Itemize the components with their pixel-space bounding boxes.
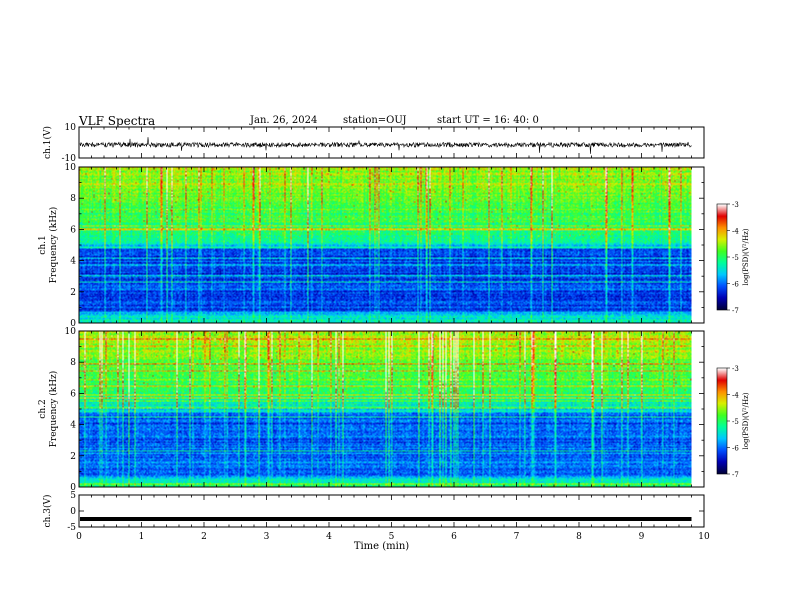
ch2-spectrogram-colorbar: -3 -4 -5 -6 -7 log(PSD)(V²/Hz)	[716, 365, 750, 479]
y-axis-label: Frequency (kHz)	[48, 207, 59, 284]
y-tick-label: 2	[70, 288, 76, 298]
colorbar-tick-label: -7	[732, 307, 739, 315]
x-tick-label: 4	[326, 532, 332, 542]
x-tick-label: 3	[264, 532, 270, 542]
x-axis-label: Time (min)	[354, 541, 409, 552]
x-tick-label: 6	[451, 532, 457, 542]
y-tick-label: 0	[70, 507, 76, 517]
y-tick-label: 8	[70, 194, 76, 204]
colorbar-tick-label: -3	[732, 365, 739, 373]
colorbar-image	[717, 368, 727, 474]
x-tick-label: 0	[76, 532, 82, 542]
figure-title: VLF Spectra	[79, 114, 156, 128]
ch1-waveform-trace	[79, 137, 692, 154]
y-tick-label: 10	[65, 163, 77, 173]
y-axis-label: Frequency (kHz)	[48, 371, 59, 448]
y-tick-label: -10	[62, 154, 77, 164]
y-axis-label: ch.2	[38, 399, 48, 418]
station-label: station=OUJ	[343, 115, 407, 126]
colorbar-image	[717, 204, 727, 310]
ch1-spectrogram-axes: 0 2 4 6 8 10 ch.1 Frequency (kHz)	[38, 163, 705, 329]
colorbar-tick-label: -7	[732, 471, 739, 479]
y-tick-label: 8	[70, 358, 76, 368]
start-time-label: start UT = 16: 40: 0	[437, 115, 539, 126]
x-tick-label: 5	[389, 532, 395, 542]
y-tick-label: 4	[70, 421, 76, 431]
y-tick-label: 0	[70, 319, 76, 329]
x-tick-label: 7	[514, 532, 520, 542]
y-tick-label: 6	[70, 389, 76, 399]
y-axis-label: ch.1(V)	[42, 126, 53, 159]
colorbar-tick-label: -6	[732, 281, 739, 289]
y-tick-label: 0	[70, 483, 76, 493]
x-tick-label: 2	[201, 532, 207, 542]
colorbar-label: log(PSD)(V²/Hz)	[742, 228, 750, 285]
colorbar-tick-label: -6	[732, 445, 739, 453]
colorbar-tick-label: -5	[732, 418, 739, 426]
y-tick-label: 6	[70, 225, 76, 235]
ch2-spectrogram-image	[79, 331, 692, 487]
colorbar-tick-label: -4	[732, 392, 739, 400]
y-tick-label: 2	[70, 452, 76, 462]
x-tick-label: 8	[576, 532, 582, 542]
ch2-spectrogram-axes: 0 2 4 6 8 10 ch.2 Frequency (kHz)	[38, 327, 705, 493]
x-tick-label: 1	[139, 532, 145, 542]
date-label: Jan. 26, 2024	[250, 115, 318, 126]
ch1-spectrogram-colorbar: -3 -4 -5 -6 -7 log(PSD)(V²/Hz)	[716, 201, 750, 315]
x-tick-label: 9	[639, 532, 645, 542]
colorbar-tick-label: -3	[732, 201, 739, 209]
y-axis-label: ch.3(V)	[42, 495, 53, 528]
y-tick-label: 10	[65, 123, 77, 133]
x-tick-label: 10	[698, 532, 710, 542]
ch1-waveform-axes: 10 -10 ch.1(V)	[42, 123, 705, 164]
y-tick-label: 4	[70, 257, 76, 267]
y-tick-label: -5	[67, 523, 76, 533]
y-tick-label: 5	[70, 491, 76, 501]
colorbar-label: log(PSD)(V²/Hz)	[742, 392, 750, 449]
colorbar-tick-label: -4	[732, 228, 739, 236]
y-axis-label: ch.1	[38, 235, 48, 254]
y-tick-label: 10	[65, 327, 77, 337]
ch1-spectrogram-image	[79, 167, 692, 323]
colorbar-tick-label: -5	[732, 254, 739, 262]
